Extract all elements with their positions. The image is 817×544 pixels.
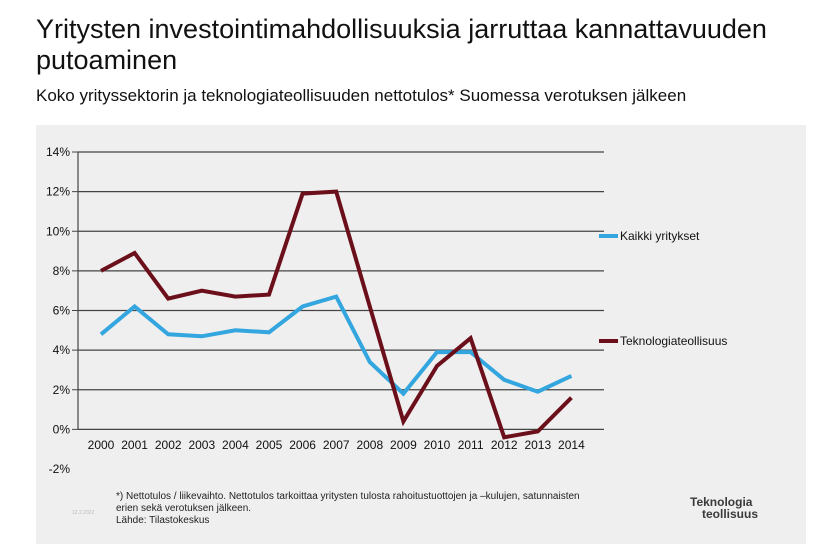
footnote-line-2: erien sekä verotuksen jälkeen. <box>116 503 636 515</box>
y-tick-label: 12% <box>46 185 70 199</box>
legend-label: Teknologiateollisuus <box>620 334 727 348</box>
x-tick-label: 2001 <box>121 438 148 452</box>
x-tick-label: 2003 <box>188 438 215 452</box>
x-tick-label: 2006 <box>289 438 316 452</box>
y-tick-label: 2% <box>53 383 71 397</box>
x-tick-label: 2012 <box>491 438 518 452</box>
footnote: *) Nettotulos / liikevaihto. Nettotulos … <box>116 491 636 527</box>
x-tick-label: 2007 <box>323 438 350 452</box>
y-tick-label: 14% <box>46 145 70 159</box>
x-tick-label: 2013 <box>524 438 551 452</box>
y-tick-label: 4% <box>53 343 71 357</box>
line-chart: -2% 0% 2% 4% 6% 8% 10% 12% 14% 2000 2001 2002 2003 2… <box>0 0 817 544</box>
logo-line-2: teollisuus <box>690 508 758 520</box>
x-tick-label: 2004 <box>222 438 249 452</box>
x-tick-label: 2000 <box>88 438 115 452</box>
x-tick-label: 2010 <box>424 438 451 452</box>
y-tick-label: -2% <box>49 462 71 476</box>
y-tick-label: 6% <box>53 304 71 318</box>
footnote-source: Lähde: Tilastokeskus <box>116 515 636 527</box>
series-line-teknologiateollisuus <box>101 192 571 438</box>
slide-date: 12.2.2022 <box>72 510 94 516</box>
x-tick-label: 2014 <box>558 438 585 452</box>
x-tick-label: 2008 <box>356 438 383 452</box>
x-tick-label: 2002 <box>155 438 182 452</box>
footnote-line-1: *) Nettotulos / liikevaihto. Nettotulos … <box>116 491 636 503</box>
x-tick-label: 2009 <box>390 438 417 452</box>
y-tick-label: 8% <box>53 264 71 278</box>
y-tick-label: 0% <box>53 422 71 436</box>
series-line-kaikki-yritykset <box>101 297 571 394</box>
legend-label: Kaikki yritykset <box>620 229 700 243</box>
x-tick-label: 2011 <box>458 438 484 452</box>
teknologiateollisuus-logo: Teknologia teollisuus <box>690 496 758 520</box>
x-tick-label: 2005 <box>256 438 283 452</box>
y-tick-label: 10% <box>46 224 70 238</box>
